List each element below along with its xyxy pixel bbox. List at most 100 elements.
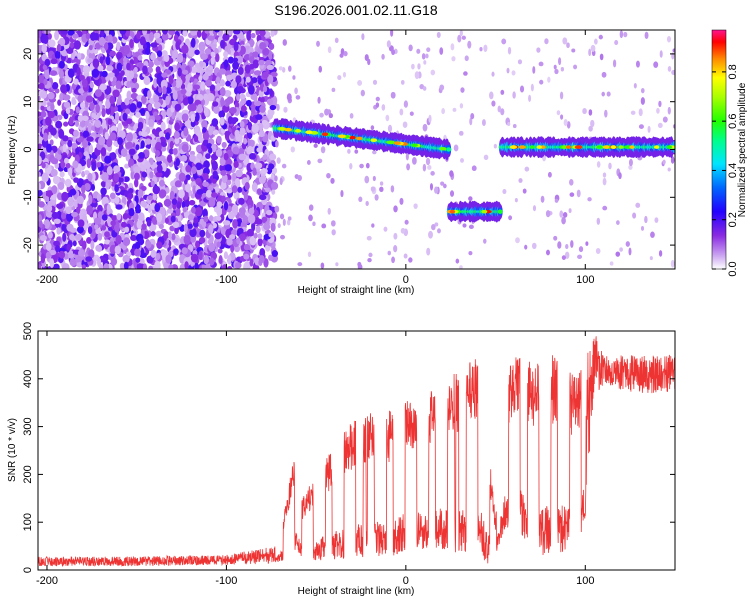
spectrogram-noise-cell xyxy=(76,195,84,205)
spectrogram-sparse-cell xyxy=(595,247,601,254)
spectrogram-noise-cell xyxy=(113,165,121,174)
spectrogram-sparse-cell xyxy=(349,163,353,170)
spectrogram-noise-cell xyxy=(109,192,116,200)
spectrogram-noise-cell xyxy=(116,53,121,61)
spectrogram-signal-peak xyxy=(349,135,356,140)
spectrogram-sparse-cell xyxy=(359,163,364,169)
spectrogram-noise-cell xyxy=(251,123,259,134)
spectrogram-sparse-cell xyxy=(559,210,564,218)
spectrogram-noise-cell xyxy=(56,227,61,235)
spectrogram-noise-cell xyxy=(252,167,257,176)
spectrogram-sparse-cell xyxy=(408,257,413,263)
spectrogram-signal-peak xyxy=(370,138,378,143)
spectrogram-noise-cell xyxy=(42,64,48,70)
spectrogram-noise-cell xyxy=(125,153,131,162)
spectrogram-noise-cell xyxy=(73,129,79,138)
spectrogram-noise-cell xyxy=(233,35,238,41)
spectrogram-noise-cell xyxy=(49,139,54,146)
spectrogram-noise-cell xyxy=(230,80,238,89)
spectrogram-sparse-cell xyxy=(604,109,608,118)
spectrogram-noise-cell xyxy=(149,171,154,179)
spectrogram-noise-cell xyxy=(150,231,156,237)
spectrogram-sparse-cell xyxy=(590,119,595,128)
spectrogram-noise-cell xyxy=(55,120,63,129)
spectrogram-sparse-cell xyxy=(286,93,292,102)
spectrogram-noise-cell xyxy=(243,192,249,201)
spectrogram-noise-cell xyxy=(256,188,262,195)
spectrogram-sparse-cell xyxy=(658,100,662,107)
spectrogram-sparse-cell xyxy=(327,46,332,54)
spectrogram-noise-cell xyxy=(141,171,147,177)
spectrogram-noise-cell xyxy=(156,241,163,248)
spectrogram-noise-cell xyxy=(165,132,171,140)
spectrogram-noise-cell xyxy=(252,51,259,58)
spectrogram-noise-cell xyxy=(126,62,131,71)
spectrogram-signal-peak xyxy=(410,143,418,148)
spectrogram-noise-cell xyxy=(122,112,128,122)
spectrogram-sparse-cell xyxy=(560,67,565,72)
spectrogram-noise-cell xyxy=(136,263,143,269)
spectrogram-noise-cell xyxy=(63,101,71,108)
spectrogram-sparse-cell xyxy=(308,214,313,222)
spectrogram-noise-cell xyxy=(67,166,73,177)
spectrogram-sparse-cell xyxy=(640,225,645,231)
spectrogram-noise-cell xyxy=(144,47,151,56)
spectrogram-noise-cell xyxy=(152,185,161,195)
spectrogram-noise-cell xyxy=(73,177,80,183)
spectrogram-noise-cell xyxy=(123,261,129,269)
spectrogram-sparse-cell xyxy=(582,107,587,115)
spectrogram-noise-cell xyxy=(194,112,200,122)
spectrogram-sparse-cell xyxy=(360,89,365,97)
spectrogram-sparse-cell xyxy=(585,241,589,246)
spectrogram-sparse-cell xyxy=(437,228,441,234)
spectrogram-noise-cell xyxy=(226,187,233,194)
spectrogram-noise-cell xyxy=(183,127,189,137)
spectrogram-noise-cell xyxy=(270,217,277,226)
spectrogram-noise-cell xyxy=(97,204,103,213)
spectrogram-sparse-cell xyxy=(608,162,612,170)
spectrogram-signal-core xyxy=(497,209,503,214)
spectrogram-noise-cell xyxy=(194,206,203,217)
spectrogram-noise-cell xyxy=(206,93,215,102)
spectrogram-noise-cell xyxy=(75,106,80,114)
spectrogram-noise-cell xyxy=(216,206,223,217)
spectrogram-sparse-cell xyxy=(569,192,575,197)
spectrogram-sparse-cell xyxy=(568,208,572,214)
spectrogram-noise-cell xyxy=(207,65,214,71)
spectrogram-noise-cell xyxy=(216,241,221,248)
spectrogram-noise-cell xyxy=(45,251,51,259)
spectrogram-noise-cell xyxy=(66,243,71,251)
spectrogram-noise-cell xyxy=(232,219,238,229)
spectrogram-noise-cell xyxy=(60,84,67,94)
spectrogram-noise-cell xyxy=(224,130,231,137)
spectrogram-noise-cell xyxy=(237,186,243,193)
spectrogram-noise-cell xyxy=(60,177,65,184)
spectrogram-noise-cell xyxy=(128,148,136,156)
spectrogram-noise-cell xyxy=(201,53,207,60)
spectrogram-noise-cell xyxy=(120,70,125,77)
spectrogram-noise-cell xyxy=(69,41,74,49)
spectrogram-noise-cell xyxy=(62,232,67,242)
spectrogram-noise-cell xyxy=(143,76,151,86)
spectrogram-noise-cell xyxy=(98,36,106,46)
spectrogram-noise-cell xyxy=(38,95,41,102)
spectrogram-sparse-cell xyxy=(383,226,388,232)
spectrogram-sparse-cell xyxy=(434,186,439,194)
spectrogram-sparse-cell xyxy=(514,197,518,203)
spectrogram-noise-cell xyxy=(84,170,90,176)
spectrogram-noise-cell xyxy=(173,34,179,42)
spectrogram-sparse-cell xyxy=(450,43,455,51)
figure-title: S196.2026.001.02.11.G18 xyxy=(274,2,437,18)
spectrogram-noise-cell xyxy=(156,160,163,166)
spectrogram-sparse-cell xyxy=(536,47,541,53)
spectrogram-sparse-cell xyxy=(670,156,675,164)
spectrogram-noise-cell xyxy=(137,189,144,198)
spectrogram-noise-cell xyxy=(162,85,167,95)
spectrogram-noise-cell xyxy=(104,231,110,238)
spectrogram-noise-cell xyxy=(208,243,216,252)
spectrogram-noise-cell xyxy=(53,218,61,225)
spectrogram-noise-cell xyxy=(257,77,263,85)
spectrogram-noise-cell xyxy=(221,173,228,184)
spectrogram-noise-cell xyxy=(128,70,135,80)
